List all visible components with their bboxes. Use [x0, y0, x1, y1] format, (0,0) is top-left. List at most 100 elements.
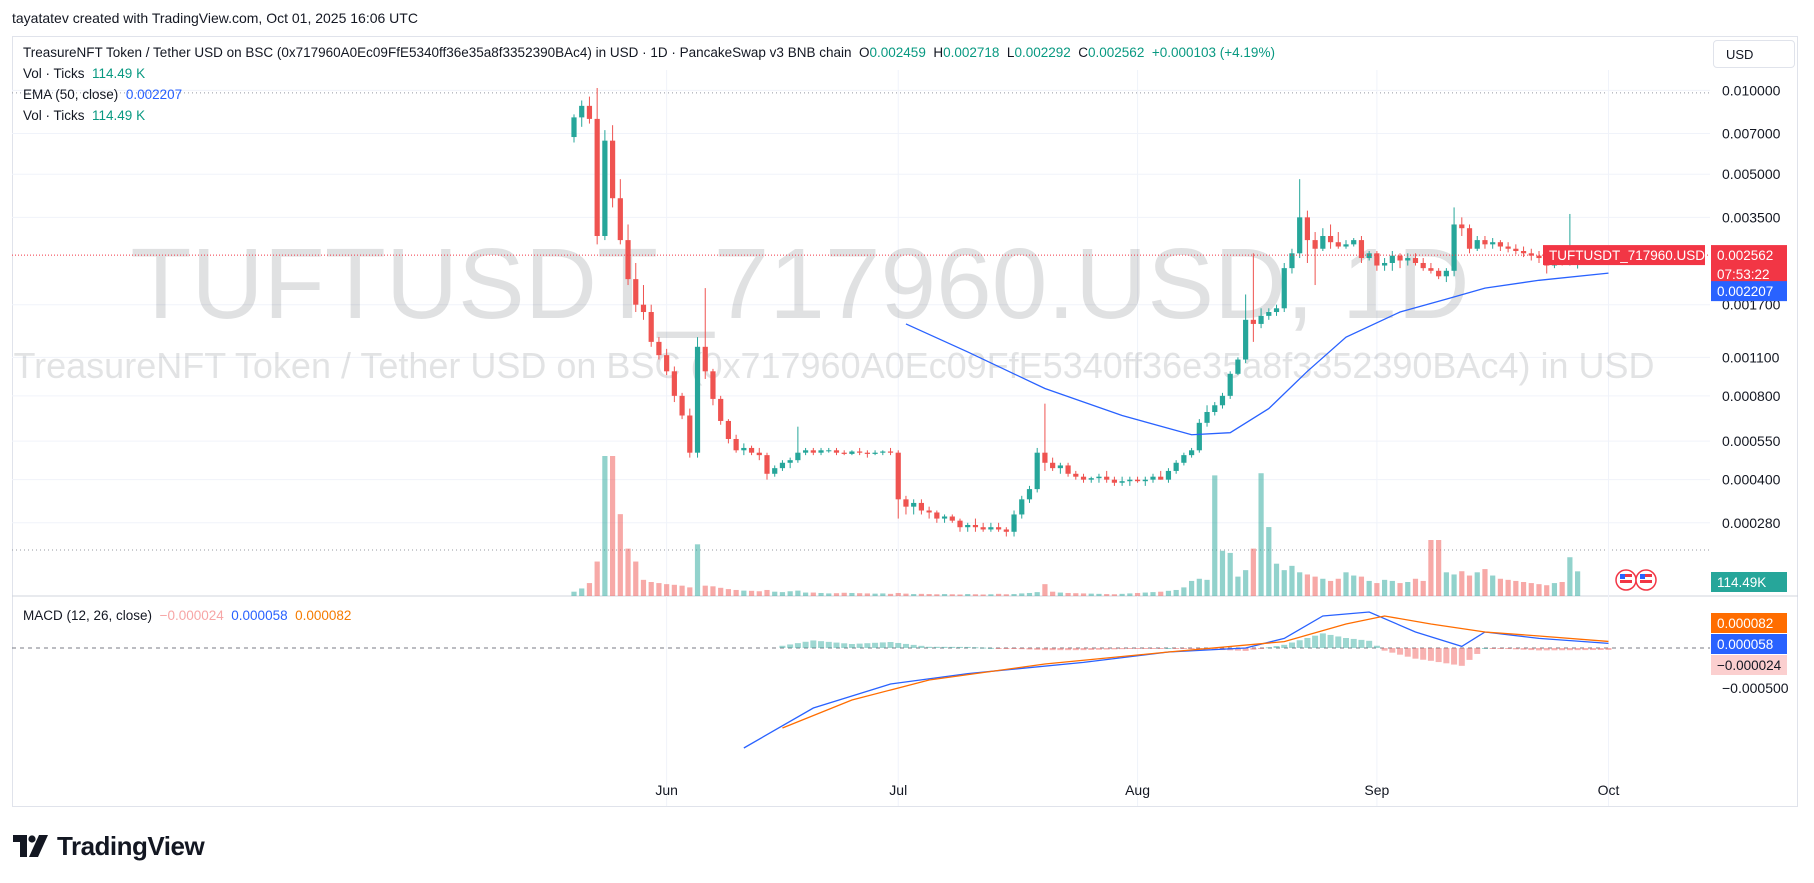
- macd-histogram-bar: [995, 648, 1002, 649]
- macd-signal-tag: 0.000082: [1711, 613, 1787, 633]
- time-axis: Jun Jul Aug Sep Oct: [655, 782, 1619, 798]
- countdown-tag: 07:53:22: [1711, 264, 1787, 285]
- macd-histogram-bar: [879, 642, 886, 648]
- macd-histogram-bar: [895, 642, 902, 648]
- volume-bar: [949, 594, 955, 596]
- macd-histogram-bar: [1103, 648, 1110, 650]
- tradingview-logo[interactable]: TradingView: [13, 829, 205, 863]
- candle-body: [1073, 473, 1079, 477]
- macd-histogram-bar: [980, 647, 987, 649]
- time-axis-label: Jun: [655, 782, 678, 798]
- legend-close-label: C: [1078, 45, 1089, 60]
- macd-histogram-bar: [1458, 648, 1465, 666]
- symbol-tag: TUFTUSDT_717960.USD: [1543, 245, 1705, 266]
- candle-body: [1243, 319, 1249, 360]
- volume-bar: [694, 544, 701, 596]
- volume-bar: [1466, 575, 1473, 596]
- volume-bar: [1436, 540, 1442, 596]
- volume-bar: [857, 593, 863, 596]
- candle-body: [772, 468, 778, 474]
- volume-bar: [1243, 570, 1249, 596]
- candle-body: [803, 450, 809, 453]
- macd-histogram-bar: [1366, 640, 1373, 648]
- time-axis-label: Sep: [1364, 782, 1389, 798]
- macd-histogram-bar: [941, 646, 948, 648]
- legend-macd[interactable]: MACD (12, 26, close) −0.000024 0.000058 …: [23, 608, 351, 623]
- volume-bar: [1050, 591, 1056, 596]
- volume-bar: [1520, 582, 1527, 596]
- volume-bar: [1505, 579, 1511, 596]
- volume-bar: [733, 589, 739, 596]
- candle-body: [710, 371, 716, 399]
- candle-body: [1212, 405, 1218, 412]
- candle-body: [725, 420, 731, 439]
- macd-histogram-bar: [1296, 640, 1303, 648]
- volume-bar: [1042, 584, 1048, 596]
- volume-bar: [756, 591, 762, 596]
- legend-volume-2-label: Vol · Ticks: [23, 108, 85, 123]
- legend-ema[interactable]: EMA (50, close) 0.002207: [23, 87, 182, 102]
- candle-body: [625, 240, 631, 280]
- macd-histogram-bar: [1095, 648, 1102, 650]
- candle-body: [664, 355, 670, 372]
- volume-bar: [594, 561, 600, 596]
- macd-histogram-bar: [1173, 648, 1180, 649]
- volume-bar: [648, 582, 654, 596]
- volume-bar: [1127, 593, 1133, 596]
- macd-histogram-bar: [902, 643, 909, 648]
- macd-histogram-bar: [933, 646, 940, 648]
- macd-histogram-bar: [1234, 648, 1241, 651]
- legend-close-value: 0.002562: [1088, 45, 1145, 60]
- candle-body: [679, 395, 685, 416]
- chart-credit: tayatatev created with TradingView.com, …: [12, 10, 418, 26]
- candle-body: [687, 415, 693, 453]
- macd-histogram-bar: [1003, 648, 1010, 649]
- candle-body: [1250, 319, 1256, 324]
- candle-body: [965, 524, 971, 528]
- close-price-tag: 0.002562: [1711, 245, 1787, 266]
- grid: [12, 70, 1798, 806]
- candle-body: [1281, 268, 1287, 309]
- candle-body: [1026, 489, 1033, 500]
- legend-open-value: 0.002459: [869, 45, 926, 60]
- macd-histogram-bar: [1350, 638, 1357, 648]
- volume-bar: [1196, 578, 1202, 596]
- currency-button[interactable]: USD: [1713, 40, 1795, 68]
- volume-bar: [841, 592, 847, 596]
- candle-body: [1358, 240, 1365, 259]
- candle-body: [748, 447, 755, 453]
- candle-body: [702, 346, 708, 372]
- candle-body: [733, 438, 739, 451]
- legend-volume-2-value: 114.49 K: [92, 108, 146, 123]
- candle-body: [1042, 452, 1048, 463]
- legend-title: TreasureNFT Token / Tether USD on BSC (0…: [23, 45, 852, 60]
- candle-body: [857, 451, 863, 453]
- legend-volume[interactable]: Vol · Ticks 114.49 K: [23, 66, 145, 81]
- candle-body: [1304, 217, 1310, 241]
- volume-bar: [1273, 563, 1280, 596]
- price-axis-label: 0.003500: [1722, 209, 1781, 225]
- volume-bar: [1374, 583, 1380, 596]
- macd-histogram-bar: [841, 643, 848, 648]
- legend-volume-2[interactable]: Vol · Ticks 114.49 K: [23, 108, 145, 123]
- macd-histogram-bar: [1481, 648, 1488, 649]
- candle-body: [1065, 465, 1071, 474]
- volume-bar: [610, 456, 616, 596]
- legend-low-value: 0.002292: [1014, 45, 1071, 60]
- candle-body: [818, 450, 824, 453]
- macd-histogram-bar: [1126, 648, 1133, 649]
- volume-bar: [1497, 578, 1503, 596]
- candle-body: [1258, 315, 1264, 324]
- macd-histogram-bar: [1404, 648, 1411, 657]
- volume-bar: [1412, 578, 1419, 596]
- volume-bar: [887, 593, 894, 596]
- macd-histogram-bar: [856, 643, 863, 648]
- candle-body: [1420, 262, 1426, 269]
- volume-bar: [941, 594, 948, 596]
- legend-ema-value: 0.002207: [125, 87, 183, 102]
- candle-body: [795, 452, 801, 461]
- candle-body: [926, 510, 932, 513]
- volume-bar: [1382, 579, 1388, 596]
- candle-body: [1436, 270, 1442, 277]
